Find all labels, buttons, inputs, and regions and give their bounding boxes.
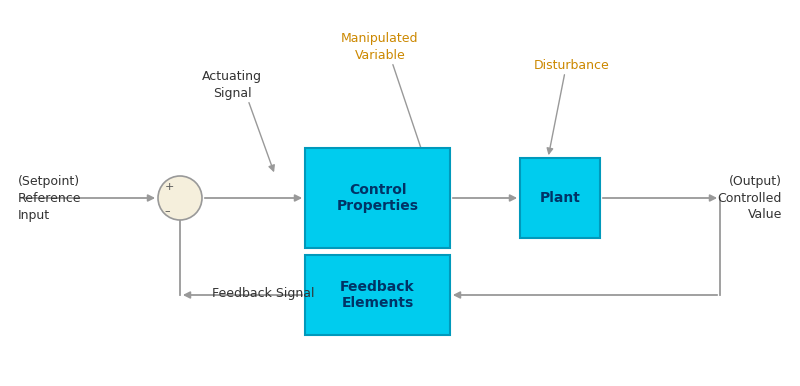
Text: Feedback
Elements: Feedback Elements [340, 280, 415, 310]
Text: Manipulated
Variable: Manipulated Variable [342, 32, 418, 62]
FancyBboxPatch shape [520, 158, 600, 238]
Text: (Output)
Controlled
Value: (Output) Controlled Value [718, 174, 782, 222]
Text: Plant: Plant [539, 191, 581, 205]
Text: Control
Properties: Control Properties [337, 183, 418, 213]
FancyBboxPatch shape [305, 255, 450, 335]
Text: Disturbance: Disturbance [534, 59, 610, 72]
Text: (Setpoint)
Reference
Input: (Setpoint) Reference Input [18, 174, 82, 222]
Text: +: + [164, 182, 174, 192]
Circle shape [158, 176, 202, 220]
Text: Feedback Signal: Feedback Signal [212, 286, 314, 300]
Text: –: – [164, 206, 170, 216]
FancyBboxPatch shape [305, 148, 450, 248]
Text: Actuating
Signal: Actuating Signal [202, 70, 262, 100]
